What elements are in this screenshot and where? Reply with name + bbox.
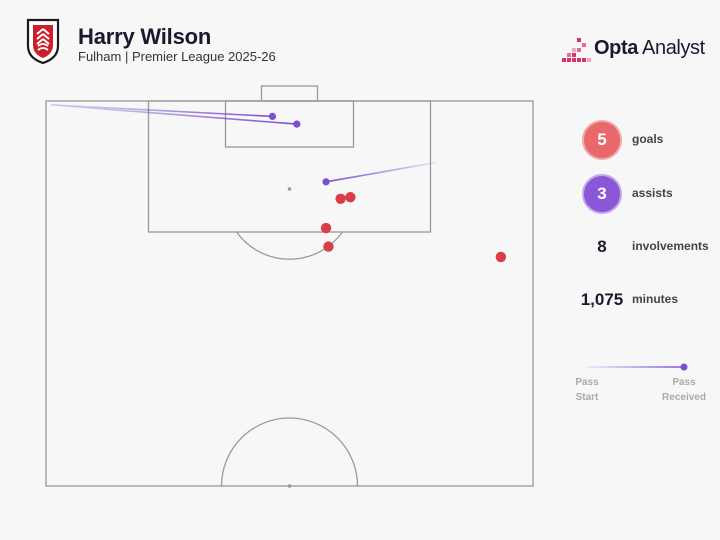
goal — [260, 85, 319, 102]
pass-legend: Pass Start Pass Received — [560, 350, 720, 410]
centre-spot — [287, 484, 292, 488]
minutes-label: minutes — [632, 292, 679, 306]
involvements-stat: 8 involvements — [580, 227, 720, 271]
opta-logo-icon — [562, 38, 591, 62]
page-subtitle: Fulham | Premier League 2025-26 — [78, 49, 276, 64]
penalty-spot — [287, 187, 292, 191]
assist-received-point — [268, 112, 277, 120]
assist-pass-line — [325, 161, 436, 183]
legend-end-line1: Pass — [672, 377, 696, 388]
minutes-stat: 1,075 minutes — [580, 280, 720, 324]
assist-pass-line — [50, 104, 297, 125]
brand-bold: Opta — [594, 37, 638, 59]
legend-start-line2: Start — [575, 392, 599, 403]
assist-received-point — [293, 120, 301, 128]
legend-pass-line — [586, 363, 688, 371]
legend-start-line1: Pass — [575, 377, 599, 388]
page-title: Harry Wilson — [78, 24, 212, 49]
legend-pass-start: Pass Start — [557, 375, 617, 405]
involvements-label: involvements — [632, 239, 709, 253]
assists-label: assists — [632, 186, 673, 200]
goals-layer — [320, 192, 507, 263]
goal-shot-point — [320, 222, 332, 234]
goal-shot-point — [323, 241, 334, 252]
penalty-box — [147, 100, 432, 233]
assists-stat: 3 assists — [580, 174, 720, 218]
goals-stat: 5 goals — [580, 120, 720, 164]
pitch-outline — [45, 100, 534, 487]
header: Harry Wilson Fulham | Premier League 202… — [0, 0, 720, 80]
goal-shot-point — [495, 251, 507, 263]
brand-wordmark: Opta Analyst — [594, 37, 705, 60]
assists-layer — [50, 104, 436, 186]
pitch-markings — [45, 85, 534, 487]
assists-count: 3 — [582, 174, 622, 214]
minutes-count: 1,075 — [580, 290, 624, 309]
opta-analyst-logo: Opta Analyst — [562, 36, 712, 66]
centre-circle-arc — [220, 417, 359, 487]
assist-received-point — [322, 178, 330, 186]
goals-count: 5 — [582, 120, 622, 160]
brand-light: Analyst — [642, 37, 705, 59]
goal-shot-point — [345, 192, 356, 203]
goals-label: goals — [632, 132, 664, 146]
legend-end-line2: Received — [662, 392, 706, 403]
fulham-crest-icon — [26, 18, 60, 64]
goal-shot-point — [335, 193, 346, 204]
legend-pass-received: Pass Received — [654, 375, 714, 405]
involvements-count: 8 — [597, 237, 607, 256]
assist-pass-line — [50, 104, 273, 118]
